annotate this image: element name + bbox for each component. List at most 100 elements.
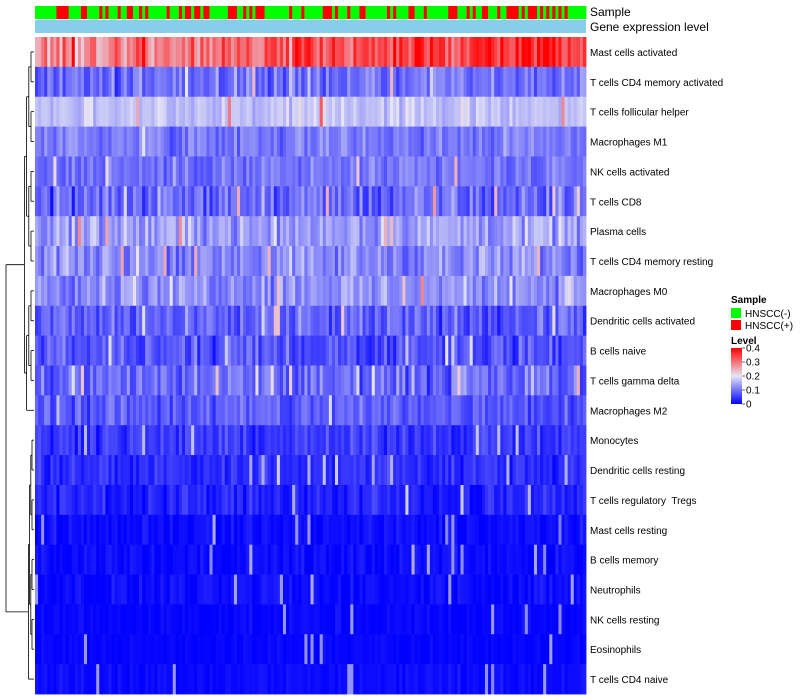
heatmap-cell bbox=[582, 275, 587, 307]
heatmap-cell bbox=[429, 216, 434, 247]
heatmap-cell bbox=[371, 66, 376, 98]
heatmap-cell bbox=[224, 395, 229, 426]
heatmap-cell bbox=[405, 604, 409, 635]
heatmap-cell bbox=[368, 335, 373, 366]
heatmap-cell bbox=[114, 425, 119, 456]
heatmap-cell bbox=[313, 395, 318, 426]
heatmap-cell bbox=[509, 664, 513, 695]
heatmap-cell bbox=[448, 574, 452, 605]
heatmap-cell bbox=[491, 395, 495, 426]
heatmap-cell bbox=[154, 335, 158, 366]
heatmap-cell bbox=[160, 395, 164, 426]
heatmap-cell bbox=[276, 37, 281, 68]
heatmap-cell bbox=[230, 484, 235, 516]
heatmap-cell bbox=[313, 126, 318, 157]
heatmap-cell bbox=[475, 216, 480, 247]
heatmap-cell bbox=[316, 335, 321, 366]
heatmap-cell bbox=[512, 96, 516, 127]
heatmap-cell bbox=[325, 544, 330, 575]
heatmap-cell bbox=[136, 544, 140, 575]
heatmap-cell bbox=[273, 335, 278, 366]
sample-annotation-cell bbox=[420, 6, 425, 19]
heatmap-cell bbox=[105, 484, 109, 516]
heatmap-cell bbox=[111, 455, 115, 486]
heatmap-cell bbox=[292, 96, 296, 127]
heatmap-cell bbox=[334, 186, 339, 217]
heatmap-cell bbox=[215, 96, 220, 127]
heatmap-cell bbox=[417, 246, 422, 277]
heatmap-cell bbox=[44, 664, 48, 695]
heatmap-cell bbox=[387, 484, 391, 516]
heatmap-cell bbox=[325, 246, 330, 277]
heatmap-cell bbox=[184, 604, 189, 635]
heatmap-cell bbox=[573, 395, 578, 426]
heatmap-cell bbox=[292, 156, 296, 187]
heatmap-cell bbox=[74, 365, 79, 396]
heatmap-cell bbox=[38, 574, 42, 605]
heatmap-cell bbox=[331, 156, 336, 187]
heatmap-cell bbox=[347, 126, 351, 157]
heatmap-cell bbox=[445, 66, 449, 98]
heatmap-cell bbox=[286, 37, 290, 68]
heatmap-cell bbox=[65, 305, 70, 337]
heatmap-cell bbox=[506, 216, 510, 247]
heatmap-cell bbox=[166, 514, 171, 546]
heatmap-cell bbox=[169, 37, 174, 68]
heatmap-cell bbox=[402, 395, 406, 426]
heatmap-cell bbox=[279, 96, 284, 127]
heatmap-cell bbox=[387, 126, 391, 157]
heatmap-cell bbox=[432, 634, 437, 665]
heatmap-cell bbox=[83, 365, 88, 396]
heatmap-cell bbox=[518, 604, 523, 635]
heatmap-cell bbox=[325, 37, 330, 68]
heatmap-cell bbox=[383, 305, 388, 337]
heatmap-cell bbox=[399, 126, 403, 157]
heatmap-cell bbox=[319, 126, 324, 157]
heatmap-cell bbox=[365, 96, 370, 127]
heatmap-cell bbox=[310, 126, 314, 157]
heatmap-cell bbox=[506, 275, 510, 307]
heatmap-cell bbox=[399, 664, 403, 695]
heatmap-cell bbox=[301, 455, 305, 486]
heatmap-cell bbox=[157, 275, 161, 307]
heatmap-cell bbox=[80, 664, 85, 695]
heatmap-cell bbox=[80, 514, 85, 546]
heatmap-cell bbox=[151, 365, 155, 396]
heatmap-cell bbox=[387, 664, 391, 695]
sample-annotation-cell bbox=[484, 6, 489, 19]
heatmap-cell bbox=[289, 514, 293, 546]
heatmap-cell bbox=[47, 455, 51, 486]
heatmap-cell bbox=[546, 574, 550, 605]
heatmap-cell bbox=[558, 395, 562, 426]
heatmap-cell bbox=[399, 484, 403, 516]
heatmap-cell bbox=[273, 216, 278, 247]
heatmap-cell bbox=[439, 455, 443, 486]
heatmap-cell bbox=[426, 96, 431, 127]
heatmap-cell bbox=[530, 604, 535, 635]
heatmap-cell bbox=[537, 544, 541, 575]
heatmap-cell bbox=[129, 246, 134, 277]
heatmap-cell bbox=[243, 216, 247, 247]
heatmap-cell bbox=[325, 156, 330, 187]
heatmap-row bbox=[35, 544, 587, 575]
heatmap-cell bbox=[142, 604, 146, 635]
heatmap-cell bbox=[282, 514, 287, 546]
heatmap-cell bbox=[286, 514, 290, 546]
heatmap-cell bbox=[206, 66, 210, 98]
heatmap-cell bbox=[237, 604, 241, 635]
heatmap-cell bbox=[224, 96, 229, 127]
heatmap-cell bbox=[561, 335, 565, 366]
heatmap-cell bbox=[264, 544, 269, 575]
heatmap-cell bbox=[478, 425, 483, 456]
heatmap-cell bbox=[41, 126, 45, 157]
heatmap-cell bbox=[96, 574, 100, 605]
heatmap-cell bbox=[62, 455, 67, 486]
heatmap-cell bbox=[50, 37, 54, 68]
heatmap-cell bbox=[212, 216, 216, 247]
heatmap-cell bbox=[402, 305, 406, 337]
heatmap-cell bbox=[518, 455, 523, 486]
heatmap-cell bbox=[362, 156, 366, 187]
heatmap-cell bbox=[472, 186, 477, 217]
heatmap-cell bbox=[341, 664, 345, 695]
heatmap-cell bbox=[310, 484, 314, 516]
